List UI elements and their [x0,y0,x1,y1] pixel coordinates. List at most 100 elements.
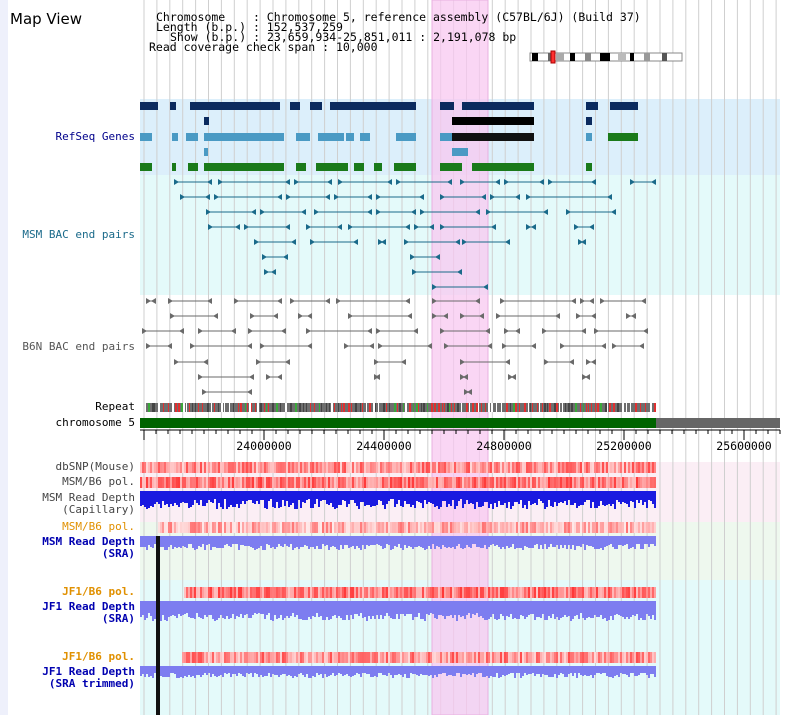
heat-cell [246,477,248,488]
heat-cell [466,462,468,473]
heat-cell [364,462,366,473]
depth-bar [426,491,428,504]
msm-b6-pol-heat-track[interactable] [140,477,656,488]
depth-bar [410,491,412,507]
heat-cell [516,477,518,488]
depth-bar [396,491,398,504]
depth-bar [264,601,266,619]
heat-cell [534,587,536,598]
depth-bar [330,536,332,547]
depth-bar [394,601,396,619]
bac-end-left [262,254,267,260]
heat-cell [328,652,330,663]
bac-end-right [481,194,486,200]
b6n-bac-end-pairs[interactable] [142,298,648,395]
gene-exon-block [586,163,592,171]
chromosome-ideogram[interactable] [529,50,683,64]
track-label-jf1-b6-pol[interactable]: JF1/B6 pol. [62,585,135,598]
heat-cell [442,462,444,473]
heat-cell [348,587,350,598]
dbsnp-heat-track[interactable] [140,462,656,473]
depth-bar [218,601,220,618]
repeat-element [272,403,274,412]
track-label-msm-depth-capillary[interactable]: MSM Read Depth (Capillary) [42,492,135,516]
heat-cell [198,522,200,533]
depth-bar [520,491,522,500]
heat-cell [550,462,552,473]
heat-cell [308,522,310,533]
depth-bar [628,536,630,549]
depth-bar [348,666,350,676]
heat-cell [306,462,308,473]
bac-end-left [190,343,195,349]
jf1-sra-depth-track[interactable] [140,601,656,621]
depth-bar [174,601,176,616]
depth-bar [634,536,636,549]
heat-cell [548,477,550,488]
depth-bar [226,601,228,616]
heat-cell [624,477,626,488]
depth-bar [278,666,280,677]
track-label-jf1-depth[interactable]: JF1 Read Depth (SRA) [42,601,135,625]
track-label-msm-depth-sra[interactable]: MSM Read Depth (SRA) [42,536,135,560]
heat-cell [560,587,562,598]
repeat-track[interactable] [145,403,656,412]
depth-bar [186,536,188,548]
jf1-b6-pol-heat-track[interactable] [184,587,656,598]
msm-bac-end-pairs[interactable] [174,179,656,290]
gene-exon-block [172,133,178,141]
heat-cell [520,462,522,473]
heat-cell [376,462,378,473]
msm-b6-pol-heat-track-2[interactable] [158,522,656,533]
heat-cell [254,462,256,473]
heat-cell [648,652,650,663]
heat-cell [358,652,360,663]
track-label-msm-bac[interactable]: MSM BAC end pairs [22,228,135,241]
depth-bar [378,666,380,673]
heat-cell [600,462,602,473]
heat-cell [196,652,198,663]
chromosome-bar[interactable] [140,418,656,428]
heat-cell [640,652,642,663]
depth-bar [358,666,360,674]
heat-cell [288,477,290,488]
heat-cell [152,477,154,488]
depth-bar [232,601,234,614]
track-label-msm-b6-pol-2[interactable]: MSM/B6 pol. [62,520,135,533]
track-label-dbsnp[interactable]: dbSNP(Mouse) [55,460,135,473]
msm-capillary-depth-track[interactable] [140,491,656,509]
heat-cell [550,652,552,663]
repeat-element [362,403,363,412]
heat-cell [542,522,544,533]
heat-cell [590,522,592,533]
heat-cell [238,477,240,488]
heat-cell [638,587,640,598]
heat-cell [380,477,382,488]
depth-bar [372,536,374,545]
depth-bar [258,491,260,504]
track-label-repeat[interactable]: Repeat [95,400,135,413]
msm-sra-depth-track[interactable] [140,536,656,550]
depth-bar [346,491,348,507]
track-label-jf1-depth-trimmed[interactable]: JF1 Read Depth (SRA trimmed) [42,666,135,690]
refseq-gene-models[interactable] [140,102,638,171]
jf1-sra-trimmed-depth-track[interactable] [140,666,656,678]
track-label-refseq[interactable]: RefSeq Genes [55,130,135,143]
jf1-b6-pol-heat-track-2[interactable] [182,652,656,663]
depth-bar [404,536,406,545]
depth-bar [516,601,518,619]
track-label-jf1-b6-pol-2[interactable]: JF1/B6 pol. [62,650,135,663]
track-label-chromosome[interactable]: chromosome 5 [55,416,135,429]
repeat-element [466,403,468,412]
heat-cell [408,477,410,488]
track-label-b6n-bac[interactable]: B6N BAC end pairs [22,340,135,353]
depth-bar [520,666,522,678]
heat-cell [506,652,508,663]
bac-end-left [260,209,265,215]
bac-end-right [151,298,156,304]
track-label-msm-b6-pol[interactable]: MSM/B6 pol. [62,475,135,488]
heat-cell [602,462,604,473]
depth-bar [486,536,488,549]
heat-cell [412,587,414,598]
